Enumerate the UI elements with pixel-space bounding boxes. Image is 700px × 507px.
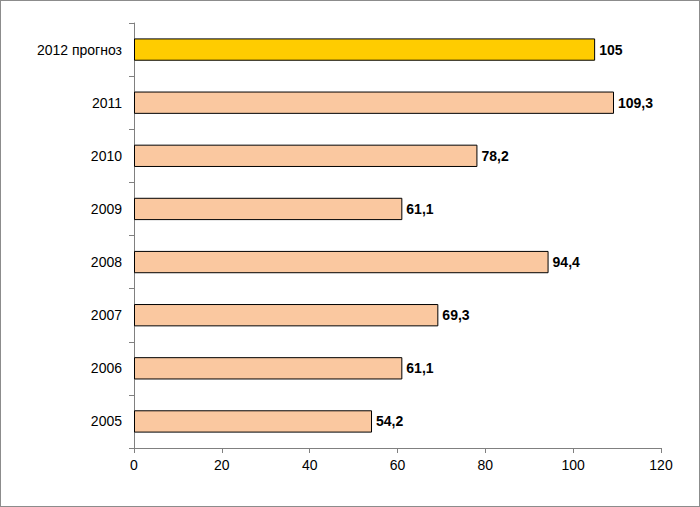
svg-text:94,4: 94,4 (553, 254, 580, 270)
svg-text:60: 60 (390, 457, 406, 473)
svg-text:100: 100 (561, 457, 585, 473)
svg-text:2008: 2008 (91, 254, 122, 270)
svg-text:80: 80 (478, 457, 494, 473)
svg-text:2007: 2007 (91, 307, 122, 323)
svg-text:20: 20 (214, 457, 230, 473)
svg-text:2006: 2006 (91, 360, 122, 376)
svg-text:2010: 2010 (91, 148, 122, 164)
svg-text:61,1: 61,1 (406, 201, 433, 217)
svg-text:78,2: 78,2 (481, 148, 508, 164)
svg-text:2012 прогноз: 2012 прогноз (37, 42, 122, 58)
svg-text:120: 120 (649, 457, 673, 473)
svg-text:61,1: 61,1 (406, 360, 433, 376)
svg-text:69,3: 69,3 (442, 307, 469, 323)
svg-text:2005: 2005 (91, 413, 122, 429)
svg-text:109,3: 109,3 (618, 95, 653, 111)
svg-text:105: 105 (599, 42, 623, 58)
svg-text:54,2: 54,2 (376, 413, 403, 429)
svg-text:0: 0 (130, 457, 138, 473)
svg-text:2009: 2009 (91, 201, 122, 217)
svg-text:2011: 2011 (92, 95, 122, 111)
svg-text:40: 40 (302, 457, 318, 473)
